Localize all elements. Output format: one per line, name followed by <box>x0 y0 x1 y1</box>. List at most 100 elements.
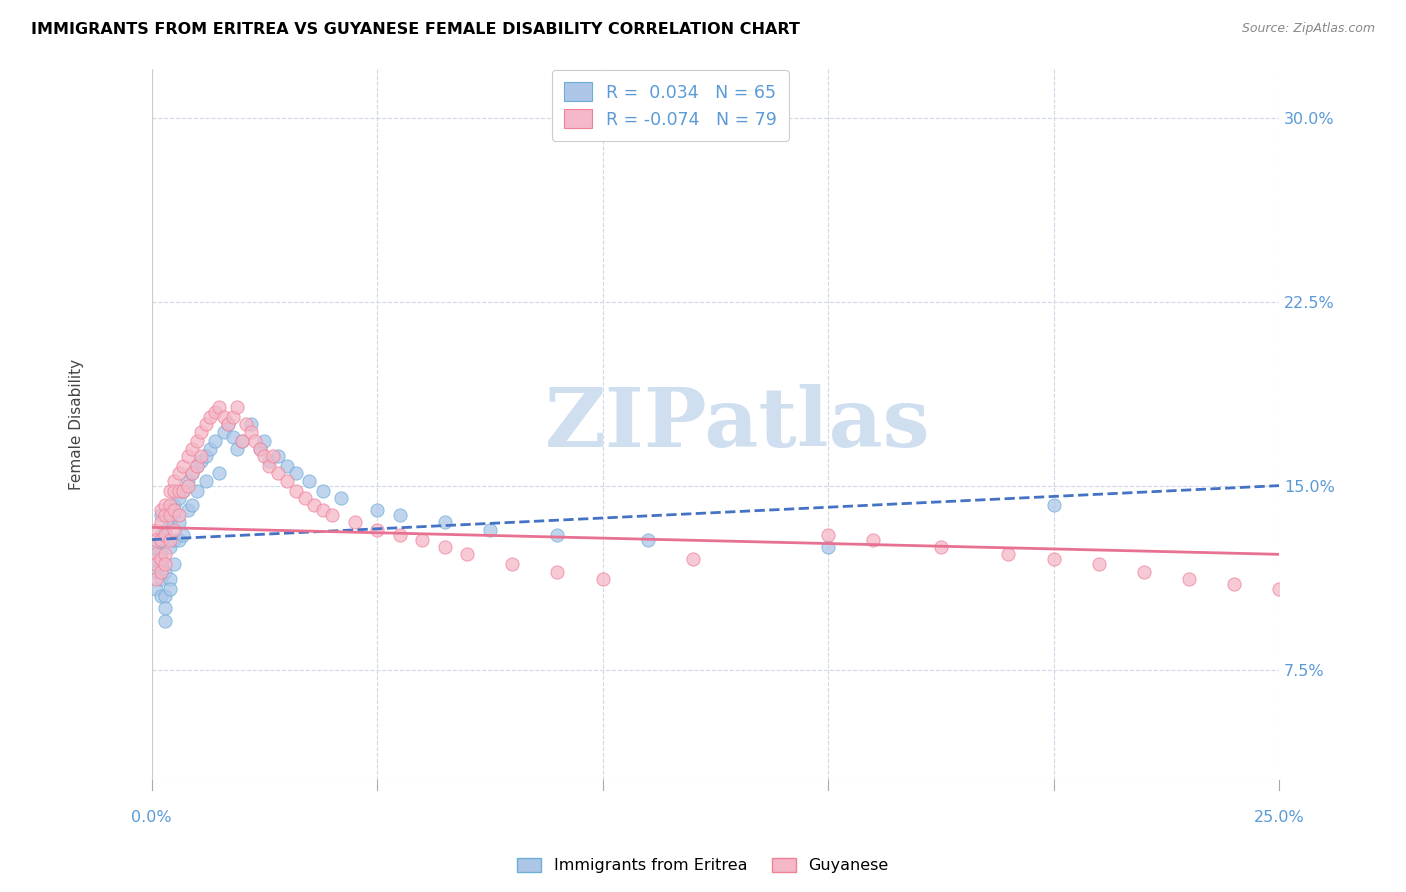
Point <box>249 442 271 456</box>
Point <box>159 540 181 554</box>
Point <box>200 409 222 424</box>
Point <box>190 449 212 463</box>
Point <box>411 533 433 547</box>
Point <box>682 552 704 566</box>
Point <box>181 467 204 481</box>
Point <box>190 454 212 468</box>
Point <box>276 458 298 473</box>
Point <box>547 527 569 541</box>
Point <box>149 557 172 571</box>
Point <box>294 491 316 505</box>
Point <box>153 589 176 603</box>
Legend: R =  0.034   N = 65, R = -0.074   N = 79: R = 0.034 N = 65, R = -0.074 N = 79 <box>551 70 789 141</box>
Text: ZIPatlas: ZIPatlas <box>546 384 931 465</box>
Point <box>153 508 176 522</box>
Point <box>1268 582 1291 596</box>
Point <box>153 557 176 571</box>
Point <box>145 557 167 571</box>
Point <box>231 434 253 449</box>
Point <box>145 523 167 537</box>
Point <box>239 417 262 432</box>
Point <box>172 483 194 498</box>
Point <box>149 527 172 541</box>
Point <box>217 417 239 432</box>
Point <box>231 434 253 449</box>
Point <box>186 458 208 473</box>
Point <box>145 552 167 566</box>
Point <box>253 434 276 449</box>
Point <box>330 491 353 505</box>
Point <box>257 458 280 473</box>
Point <box>637 533 659 547</box>
Point <box>167 483 190 498</box>
Point <box>501 557 523 571</box>
Point <box>149 547 172 561</box>
Point <box>817 540 839 554</box>
Point <box>145 572 167 586</box>
Point <box>149 533 172 547</box>
Point <box>167 491 190 505</box>
Point <box>366 503 388 517</box>
Text: Female Disability: Female Disability <box>69 359 84 490</box>
Point <box>149 508 172 522</box>
Point <box>456 547 478 561</box>
Point <box>1087 557 1109 571</box>
Point <box>159 582 181 596</box>
Point <box>212 409 235 424</box>
Point <box>159 572 181 586</box>
Point <box>312 503 335 517</box>
Point <box>167 516 190 530</box>
Point <box>163 474 186 488</box>
Point <box>153 498 176 512</box>
Point <box>163 498 186 512</box>
Point <box>172 458 194 473</box>
Point <box>153 601 176 615</box>
Point <box>249 442 271 456</box>
Point <box>149 503 172 517</box>
Point <box>181 467 204 481</box>
Point <box>163 533 186 547</box>
Point <box>343 516 366 530</box>
Point <box>176 449 198 463</box>
Point <box>267 467 290 481</box>
Point <box>145 547 167 561</box>
Point <box>433 516 456 530</box>
Point <box>181 442 204 456</box>
Point <box>163 508 186 522</box>
Point <box>817 527 839 541</box>
Point <box>257 454 280 468</box>
Point <box>149 533 172 547</box>
Point <box>204 434 226 449</box>
Point <box>159 508 181 522</box>
Point <box>194 449 217 463</box>
Point <box>267 449 290 463</box>
Point <box>388 527 411 541</box>
Point <box>153 547 176 561</box>
Point <box>321 508 343 522</box>
Point <box>186 434 208 449</box>
Point <box>212 425 235 439</box>
Text: 25.0%: 25.0% <box>1254 810 1305 824</box>
Point <box>592 572 614 586</box>
Point <box>194 417 217 432</box>
Point <box>172 483 194 498</box>
Point <box>302 498 325 512</box>
Point <box>1042 498 1064 512</box>
Point <box>222 429 245 443</box>
Point <box>226 442 249 456</box>
Point <box>194 474 217 488</box>
Point <box>1223 576 1246 591</box>
Point <box>163 503 186 517</box>
Point <box>190 425 212 439</box>
Point <box>159 533 181 547</box>
Point <box>176 474 198 488</box>
Text: IMMIGRANTS FROM ERITREA VS GUYANESE FEMALE DISABILITY CORRELATION CHART: IMMIGRANTS FROM ERITREA VS GUYANESE FEMA… <box>31 22 800 37</box>
Text: 0.0%: 0.0% <box>131 810 172 824</box>
Point <box>208 467 231 481</box>
Point <box>245 434 267 449</box>
Point <box>478 523 501 537</box>
Point <box>253 449 276 463</box>
Point <box>204 405 226 419</box>
Point <box>159 498 181 512</box>
Point <box>1132 565 1154 579</box>
